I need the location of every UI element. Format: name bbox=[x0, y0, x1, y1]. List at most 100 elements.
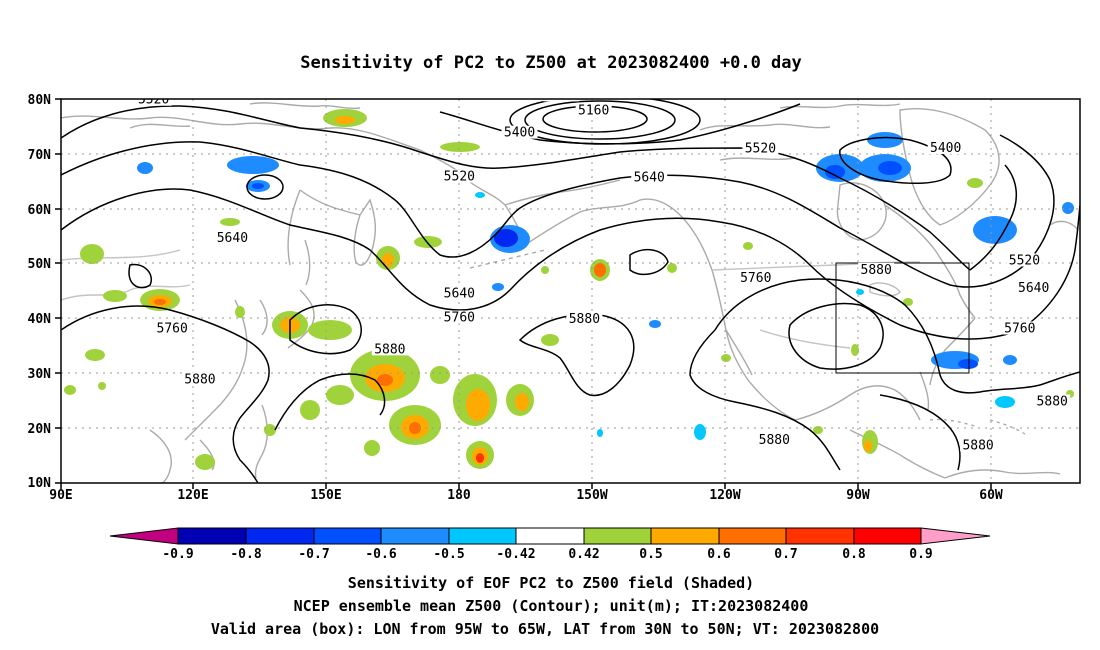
colorbar-swatch bbox=[853, 527, 922, 545]
lon-label: 150W bbox=[576, 488, 607, 503]
positive-patch bbox=[264, 424, 276, 436]
colorbar-label: 0.5 bbox=[639, 547, 662, 562]
colorbar-label: -0.5 bbox=[433, 547, 464, 562]
map-background bbox=[61, 99, 1080, 483]
negative-patch bbox=[995, 396, 1015, 408]
lat-label: 10N bbox=[28, 476, 52, 491]
positive-patch bbox=[515, 393, 529, 411]
lon-label: 90E bbox=[49, 488, 72, 503]
negative-patch bbox=[694, 424, 706, 440]
contour-label-background bbox=[543, 99, 580, 102]
contour-label-background bbox=[566, 312, 603, 326]
lat-label: 40N bbox=[28, 312, 52, 327]
valid-area-box bbox=[835, 262, 970, 374]
contour-label-background bbox=[742, 141, 779, 155]
colorbar-swatch bbox=[313, 527, 382, 545]
lon-label: 120E bbox=[177, 488, 208, 503]
colorbar-swatch bbox=[515, 527, 585, 545]
contour-label: 5520 bbox=[138, 93, 169, 108]
tick-marks bbox=[55, 98, 992, 489]
colorbar-label: 0.9 bbox=[909, 547, 932, 562]
lat-label: 50N bbox=[28, 257, 52, 272]
contour-label: 5880 bbox=[184, 373, 215, 388]
contour-label-background bbox=[737, 271, 774, 285]
positive-patch bbox=[377, 374, 393, 386]
caption-valid-area: Valid area (box): LON from 95W to 65W, L… bbox=[211, 620, 879, 638]
contour-label: 5160 bbox=[578, 104, 609, 119]
contour-label-background bbox=[1006, 253, 1043, 267]
positive-patch bbox=[414, 236, 442, 248]
colorbar-swatch bbox=[380, 527, 450, 545]
contour-label-background bbox=[154, 321, 191, 335]
sensitivity-shading bbox=[64, 109, 1074, 470]
lat-label: 30N bbox=[28, 367, 52, 382]
contour-label-background bbox=[756, 432, 793, 446]
positive-patch bbox=[409, 422, 421, 434]
positive-patch bbox=[594, 263, 606, 277]
positive-patch bbox=[64, 385, 76, 395]
positive-patch bbox=[440, 142, 480, 152]
negative-patch bbox=[649, 320, 661, 328]
positive-patch bbox=[80, 244, 104, 264]
negative-patch bbox=[825, 165, 845, 179]
contour-label: 5760 bbox=[740, 271, 771, 286]
colorbar-swatch bbox=[583, 527, 652, 545]
positive-patch bbox=[335, 116, 355, 124]
positive-patch bbox=[541, 334, 559, 346]
contour-label: 5880 bbox=[962, 438, 993, 453]
map-frame bbox=[60, 98, 1081, 484]
positive-patch bbox=[430, 366, 450, 384]
contour-label-background bbox=[1015, 280, 1052, 294]
colorbar-label: -0.8 bbox=[230, 547, 261, 562]
positive-patch bbox=[364, 440, 380, 456]
positive-patch bbox=[98, 382, 106, 390]
longitude-labels: 90E 120E 150E 180 150W 120W 90W 60W bbox=[49, 488, 1003, 503]
figure-title: Sensitivity of PC2 to Z500 at 2023082400… bbox=[300, 53, 802, 73]
contour-label-background bbox=[1034, 394, 1071, 408]
positive-patch bbox=[851, 344, 859, 356]
positive-patch bbox=[667, 263, 677, 273]
positive-patch bbox=[864, 440, 872, 452]
lat-label: 20N bbox=[28, 422, 52, 437]
contour-label-background bbox=[181, 372, 218, 386]
contour-label: 5760 bbox=[157, 321, 188, 336]
z500-contours bbox=[61, 99, 1080, 483]
colorbar-label: -0.42 bbox=[496, 547, 535, 562]
contour-label: 5520 bbox=[1009, 253, 1040, 268]
positive-patch bbox=[235, 306, 245, 318]
negative-patch bbox=[1062, 202, 1074, 214]
colorbar-label: 0.8 bbox=[842, 547, 866, 562]
colorbar-swatch bbox=[177, 527, 247, 545]
colorbar-swatch bbox=[785, 527, 855, 545]
contour-label-background bbox=[631, 170, 668, 184]
contour-label-background bbox=[214, 230, 251, 244]
colorbar-high-triangle bbox=[920, 527, 991, 545]
positive-patch bbox=[743, 242, 753, 250]
colorbar-low-triangle bbox=[109, 527, 179, 545]
contour-label-background bbox=[960, 438, 997, 452]
colorbar-label: 0.6 bbox=[707, 547, 731, 562]
positive-patch bbox=[466, 389, 490, 421]
lat-label: 70N bbox=[28, 148, 52, 163]
negative-patch bbox=[137, 162, 153, 174]
colorbar-label: 0.42 bbox=[568, 547, 599, 562]
positive-patch bbox=[813, 426, 823, 434]
caption-shaded: Sensitivity of EOF PC2 to Z500 field (Sh… bbox=[348, 574, 754, 592]
negative-patch bbox=[494, 229, 518, 247]
footer-captions: Sensitivity of EOF PC2 to Z500 field (Sh… bbox=[211, 574, 879, 638]
contour-label: 5640 bbox=[444, 286, 475, 301]
positive-patch bbox=[220, 218, 240, 226]
contour-label-background bbox=[1001, 321, 1038, 335]
positive-patch bbox=[154, 299, 166, 305]
contour-label-background bbox=[927, 141, 964, 155]
positive-patch bbox=[326, 385, 354, 405]
positive-patch bbox=[476, 453, 484, 463]
caption-contour: NCEP ensemble mean Z500 (Contour); unit(… bbox=[294, 597, 809, 615]
contour-label-background bbox=[135, 99, 172, 106]
positive-patch bbox=[103, 290, 127, 302]
lat-label: 60N bbox=[28, 203, 52, 218]
negative-patch bbox=[597, 429, 603, 437]
